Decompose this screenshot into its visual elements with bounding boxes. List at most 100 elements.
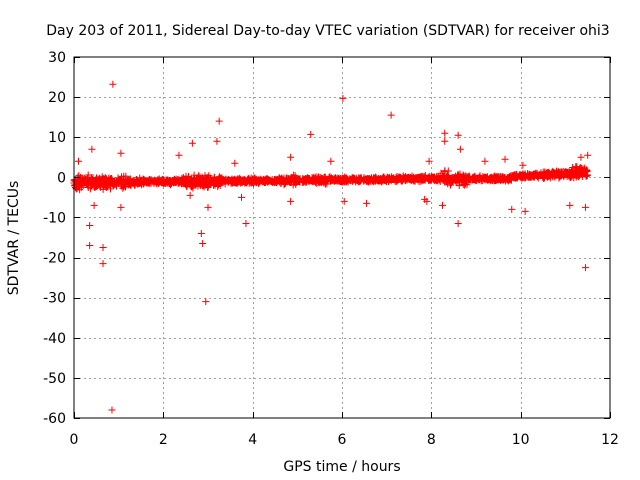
data-point [581, 203, 589, 211]
data-point [441, 137, 449, 145]
data-point-band [551, 169, 559, 177]
data-point [88, 145, 96, 153]
data-point-band [158, 176, 166, 184]
data-point-band [363, 177, 371, 185]
y-tick-label: -20 [43, 251, 66, 267]
data-point [387, 111, 395, 119]
data-point [90, 201, 98, 209]
data-point-band [210, 177, 218, 185]
data-point-band [417, 174, 425, 182]
data-point-band [250, 179, 258, 187]
data-point-band [227, 176, 235, 184]
data-point-band [285, 177, 293, 185]
data-point-band [125, 180, 133, 188]
data-point [287, 197, 295, 205]
data-point-band [441, 167, 449, 175]
data-point-band [144, 178, 152, 186]
data-point-band [583, 171, 591, 179]
data-point [117, 203, 125, 211]
data-point [238, 193, 245, 201]
data-point-band [271, 178, 279, 186]
data-point-band [395, 175, 403, 183]
data-point-band [483, 176, 491, 184]
data-point-band [73, 184, 81, 192]
data-point-band [292, 177, 300, 185]
data-point [581, 264, 589, 272]
data-point-band [425, 175, 433, 183]
y-tick-label: -10 [43, 210, 66, 226]
data-point [231, 159, 239, 167]
axis-ticks [74, 57, 611, 419]
data-point-band [517, 174, 525, 182]
data-point-band [100, 175, 108, 183]
data-point-band [541, 170, 549, 178]
data-point-band [573, 167, 581, 175]
x-tick-label: 8 [427, 432, 436, 448]
data-point-band [323, 180, 331, 188]
data-point [215, 117, 223, 125]
data-point-band [555, 171, 563, 179]
data-point [117, 149, 125, 157]
x-tick-labels: 0 2 4 6 8 10 12 [70, 432, 619, 448]
data-point-band [255, 178, 263, 186]
x-tick-label: 4 [248, 432, 257, 448]
data-point-band [309, 176, 317, 184]
data-point-band [379, 174, 387, 182]
data-point [327, 157, 335, 165]
data-point-band [202, 175, 210, 183]
data-point [339, 94, 347, 102]
data-point [454, 131, 462, 139]
data-point-band [179, 176, 187, 184]
data-point-band [187, 178, 195, 186]
y-tick-label: 20 [48, 90, 66, 106]
data-point-band [318, 178, 326, 186]
data-point-band [131, 179, 139, 187]
chart-title: Day 203 of 2011, Sidereal Day-to-day VTE… [46, 23, 609, 39]
data-point-band [372, 176, 380, 184]
data-point [74, 157, 82, 165]
data-point-band [444, 172, 452, 180]
data-point-band [77, 179, 85, 187]
y-axis-label: SDTVAR / TECUs [6, 181, 22, 296]
data-point-band [150, 176, 158, 184]
data-point-band [245, 174, 253, 182]
data-point-band [132, 178, 140, 186]
data-point-band [237, 176, 245, 184]
data-point-band [216, 179, 224, 187]
data-point-band [462, 176, 470, 184]
y-tick-label: 10 [48, 130, 66, 146]
data-point [175, 151, 183, 159]
data-point-band [439, 172, 447, 180]
x-tick-label: 2 [159, 432, 168, 448]
data-point-band [499, 173, 507, 181]
data-point-band [76, 181, 84, 189]
data-point-band [571, 171, 579, 179]
data-points [70, 80, 592, 414]
data-point-band [413, 174, 421, 182]
data-point-band [529, 172, 537, 180]
data-point [188, 139, 196, 147]
data-point [108, 406, 116, 414]
data-point-band [387, 177, 395, 185]
data-point-band [279, 176, 287, 184]
data-point-band [116, 177, 124, 185]
data-point-band [465, 172, 473, 180]
x-axis-label: GPS time / hours [283, 459, 400, 475]
data-point [501, 155, 509, 163]
data-point-band [154, 179, 162, 187]
data-point [425, 157, 433, 165]
data-point-band [280, 176, 288, 184]
data-point [566, 201, 574, 209]
data-point-band [101, 174, 109, 182]
data-point-band [317, 175, 325, 183]
data-point-band [290, 179, 298, 187]
data-point [441, 129, 449, 137]
data-point-band [577, 168, 585, 176]
data-point-band [480, 174, 488, 182]
data-point [202, 298, 210, 306]
data-point [577, 153, 585, 161]
data-point [521, 207, 529, 215]
data-point-band [566, 170, 574, 178]
grid-lines [74, 57, 610, 418]
